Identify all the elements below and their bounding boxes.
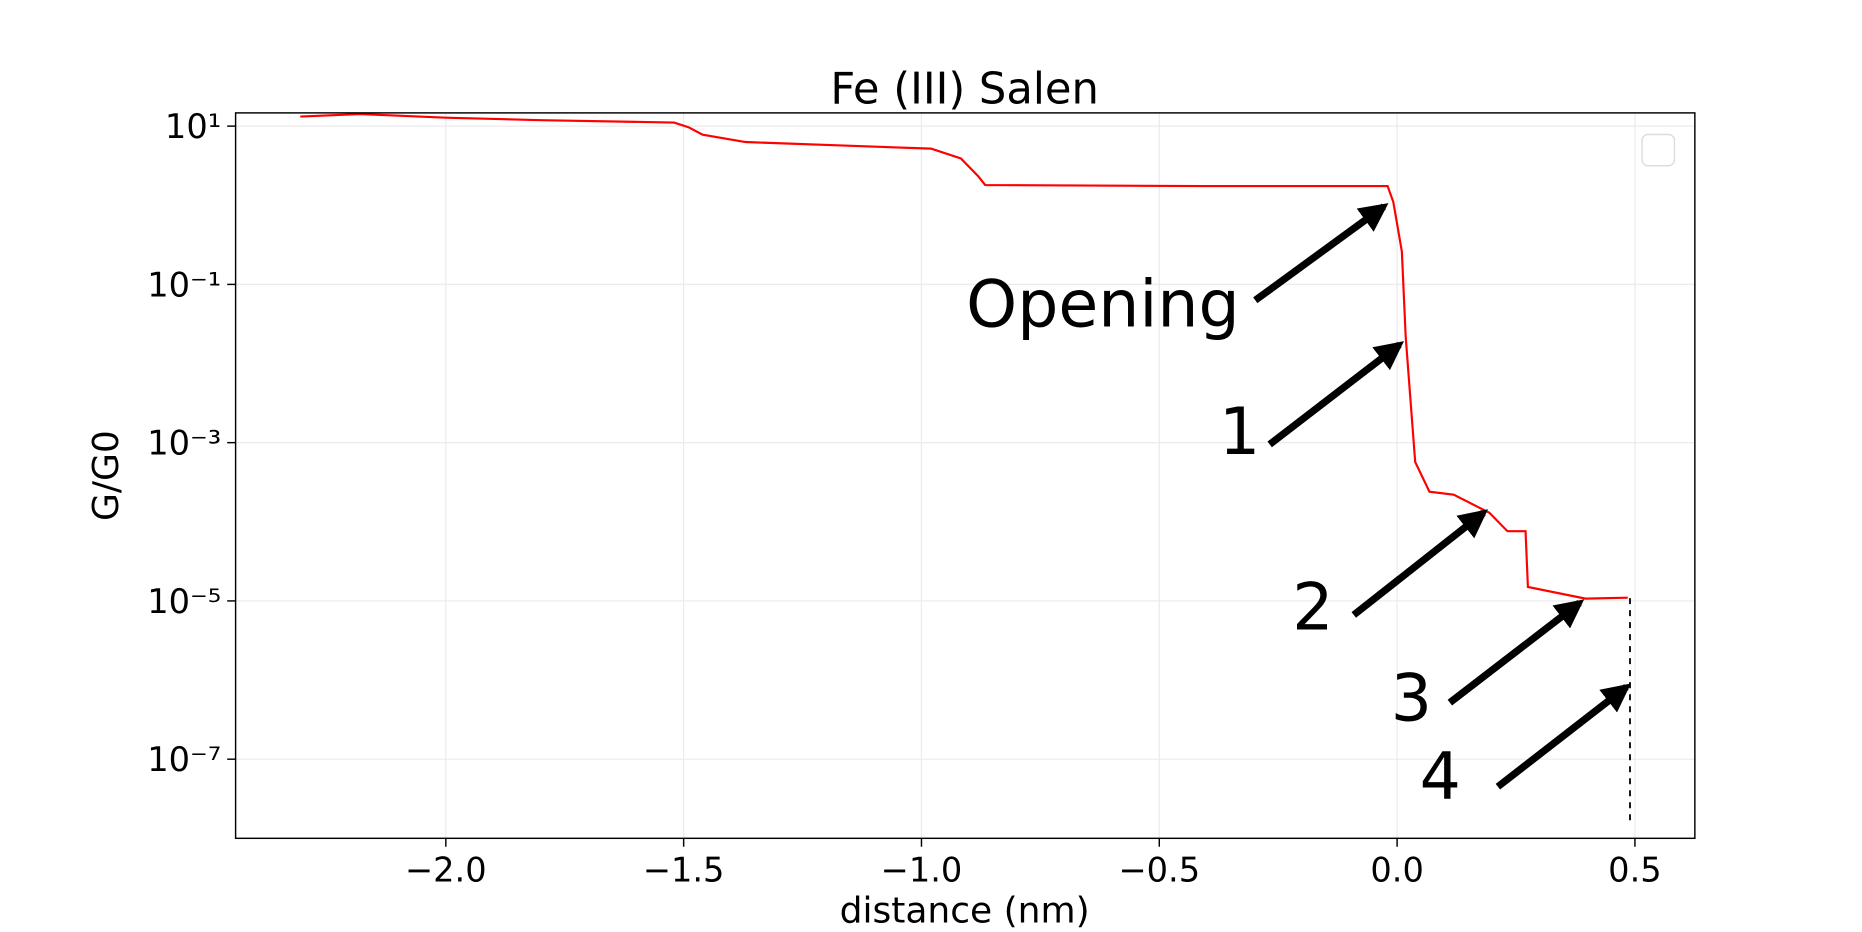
y-tick-label: 10⁻⁷ (147, 740, 221, 779)
annotation: 4 (1420, 740, 1461, 815)
legend-box (1641, 133, 1676, 167)
annotation: 3 (1391, 662, 1432, 737)
x-tick-label: −1.5 (643, 851, 725, 890)
x-tick-label: −1.0 (881, 851, 963, 890)
data-line (300, 113, 1628, 600)
plot (300, 113, 1628, 600)
arrow (1495, 683, 1631, 790)
x-tick-label: −0.5 (1118, 851, 1200, 890)
arrow (1253, 203, 1389, 304)
x-axis-label: distance (nm) (840, 890, 1090, 931)
annotations: Opening 1 2 3 4 (966, 203, 1631, 815)
chart-title: Fe (III) Salen (830, 64, 1098, 114)
x-tick-label: −2.0 (405, 851, 487, 890)
y-tick-label: 10⁻¹ (147, 265, 221, 304)
y-axis-label: G/G0 (86, 430, 127, 521)
annotation: Opening (966, 268, 1239, 343)
y-tick-label: 10¹ (165, 107, 221, 146)
plot-frame (234, 112, 1696, 840)
y-tick-label: 10⁻³ (147, 424, 221, 463)
grid (235, 112, 1695, 839)
arrow (1447, 599, 1585, 706)
y-tick-label: 10⁻⁵ (147, 582, 221, 621)
annotation: 1 (1219, 395, 1260, 470)
x-tick-label: 0.0 (1370, 851, 1423, 890)
arrow (1351, 509, 1489, 618)
x-tick-label: 0.5 (1608, 851, 1661, 890)
annotation: 2 (1292, 570, 1333, 645)
arrow (1267, 341, 1404, 448)
